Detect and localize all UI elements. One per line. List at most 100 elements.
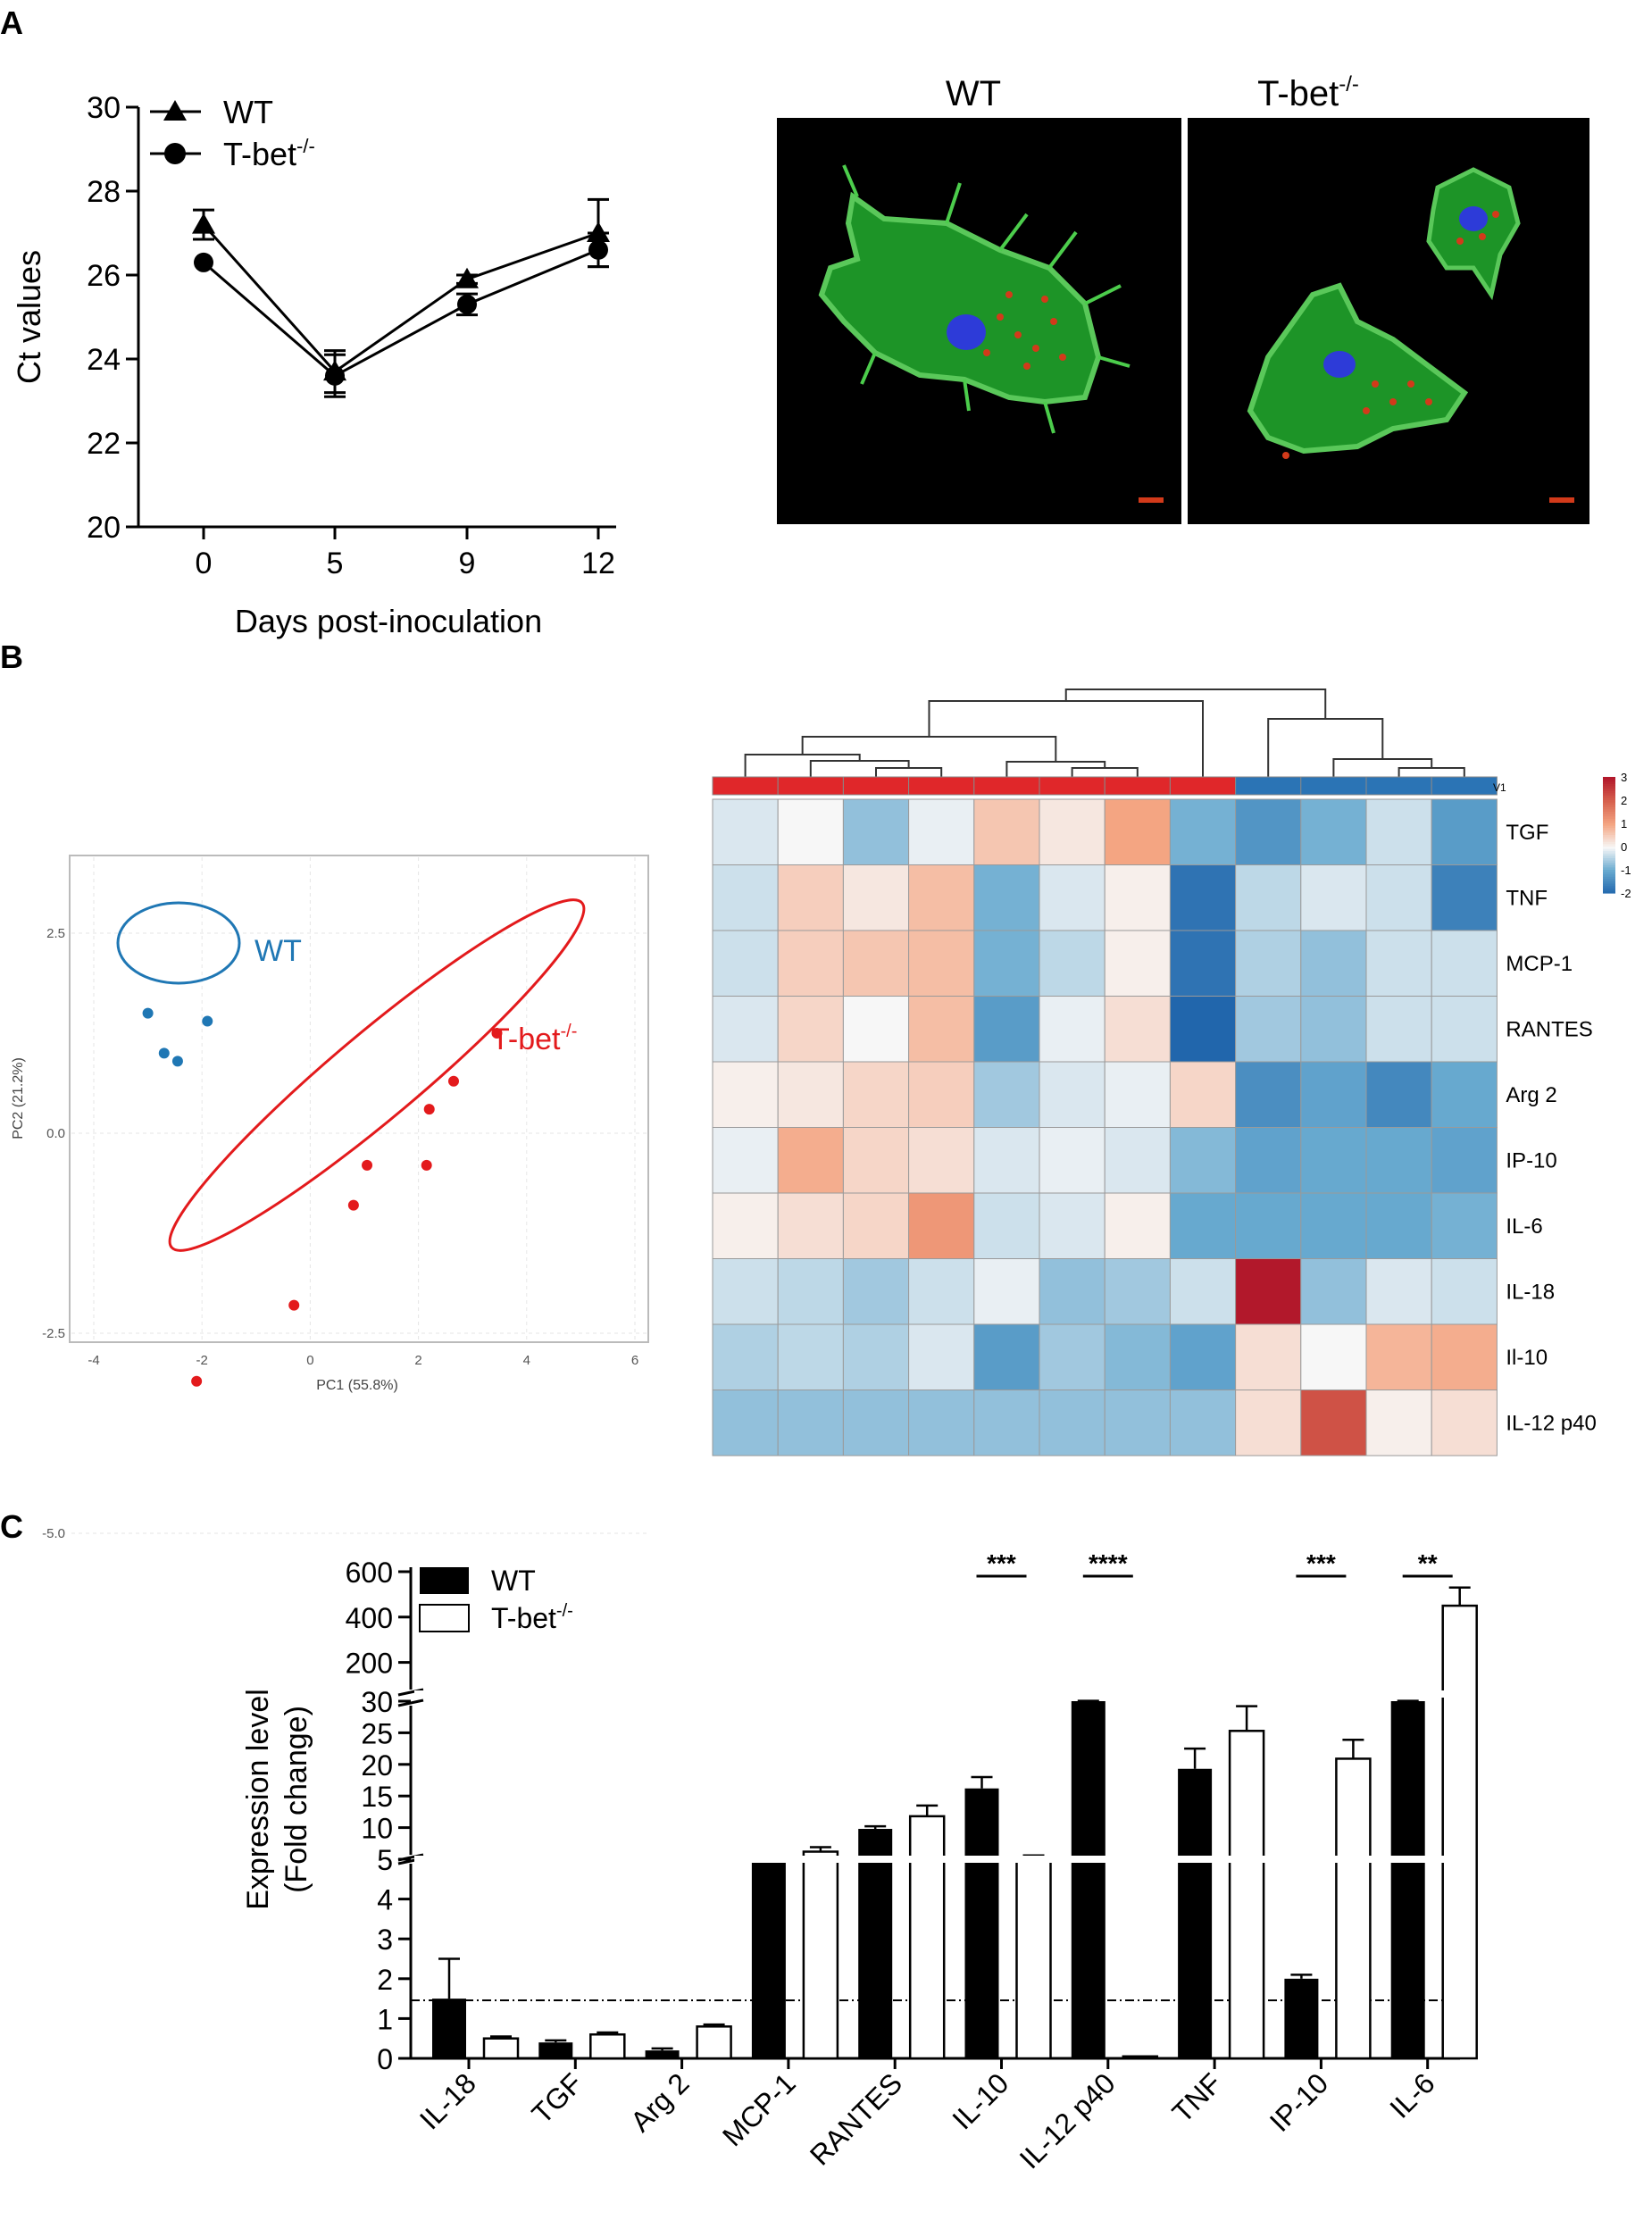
pca-ylabel: PC2 (21.2%) xyxy=(11,1057,26,1139)
heatmap-cell xyxy=(1300,798,1367,865)
bar-axis-break xyxy=(397,1698,424,1707)
pca-xtick-label: -4 xyxy=(88,1353,99,1368)
heatmap-legend-swatch xyxy=(1603,888,1615,891)
heatmap-legend-swatch xyxy=(1603,864,1615,868)
heatmap-cell xyxy=(1365,1323,1432,1390)
heatmap-cell xyxy=(1300,1061,1367,1128)
bar-category-label: IL-18 xyxy=(413,2066,482,2135)
heatmap-cell xyxy=(1300,930,1367,997)
bar-tbet xyxy=(1335,1757,1372,2060)
heatmap-legend-swatch xyxy=(1603,841,1615,845)
heatmap-cell xyxy=(712,1323,779,1390)
bar-category-label: TNF xyxy=(1166,2066,1228,2128)
ct-ytick-label: 26 xyxy=(87,259,121,293)
bar-legend: WT T-bet-/- xyxy=(419,1565,573,1634)
bar-tbet xyxy=(482,2037,520,2060)
micro-wt-title: WT xyxy=(946,74,1001,113)
heatmap-cell xyxy=(1431,798,1498,865)
pca-xtick-label: 4 xyxy=(523,1353,530,1368)
heatmap-cell xyxy=(1169,798,1237,865)
heatmap-cell xyxy=(973,1323,1040,1390)
heatmap-cell xyxy=(712,996,779,1063)
heatmap-legend-swatch xyxy=(1603,830,1615,833)
heatmap: V1 TGF TNF MCP-1 RANTES Arg 2 IP-10 IL-6 IL-18 I… xyxy=(712,689,1631,1456)
heatmap-cell xyxy=(1169,1127,1237,1194)
heatmap-legend-tick: 1 xyxy=(1621,817,1627,830)
heatmap-cell xyxy=(712,1258,779,1325)
dendrogram-branch xyxy=(744,754,861,777)
heatmap-cell xyxy=(777,1323,844,1390)
heatmap-cell xyxy=(777,1061,844,1128)
bar-legend-wt-swatch xyxy=(420,1567,469,1594)
heatmap-cell xyxy=(777,1390,844,1456)
heatmap-cell xyxy=(1169,1258,1237,1325)
heatmap-cell xyxy=(1039,1390,1106,1456)
ct-legend-wt-label: WT xyxy=(223,94,273,130)
micro-wt-filopodia xyxy=(842,164,1131,434)
heatmap-legend-swatch xyxy=(1603,853,1615,856)
heatmap-cell xyxy=(1300,1258,1367,1325)
heatmap-row-label: IL-18 xyxy=(1506,1280,1555,1304)
heatmap-cell xyxy=(842,930,910,997)
heatmap-legend-swatch xyxy=(1603,883,1615,887)
bar-ytick-label: 600 xyxy=(346,1557,393,1589)
micro-tbet-nucleus-large xyxy=(1323,351,1356,378)
panel-letter-a: A xyxy=(0,4,23,41)
heatmap-cell xyxy=(842,996,910,1063)
heatmap-legend-swatch xyxy=(1603,886,1615,889)
heatmap-cell xyxy=(842,1127,910,1194)
heatmap-legend-swatch xyxy=(1603,855,1615,859)
pca-tbet-name: T-bet xyxy=(491,1022,561,1056)
heatmap-legend-swatch xyxy=(1603,797,1615,801)
heatmap-cell xyxy=(712,1127,779,1194)
heatmap-cell xyxy=(908,1390,975,1456)
heatmap-cell xyxy=(1365,1258,1432,1325)
bar-tbet xyxy=(1015,1857,1052,2060)
heatmap-cell xyxy=(1431,1323,1498,1390)
heatmap-legend-swatch xyxy=(1603,800,1615,804)
bar-category-label: Arg 2 xyxy=(624,2066,696,2138)
heatmap-cell xyxy=(973,1258,1040,1325)
heatmap-cell xyxy=(973,1192,1040,1259)
heatmap-legend-swatch xyxy=(1603,783,1615,787)
heatmap-cell xyxy=(1431,864,1498,931)
bar-ytick-label: 400 xyxy=(346,1602,393,1634)
heatmap-cell xyxy=(1365,1192,1432,1259)
micro-wt-nucleus xyxy=(947,314,986,350)
heatmap-cell xyxy=(1169,996,1237,1063)
bar-category-label: IL-6 xyxy=(1383,2066,1440,2124)
heatmap-row-label: RANTES xyxy=(1506,1017,1592,1041)
heatmap-cell xyxy=(908,798,975,865)
heatmap-legend-tick: -1 xyxy=(1621,864,1631,877)
heatmap-cell xyxy=(712,930,779,997)
heatmap-cell xyxy=(1431,996,1498,1063)
heatmap-cell xyxy=(1235,864,1302,931)
heatmap-cell xyxy=(1169,930,1237,997)
bar-wt xyxy=(1178,1768,1213,2058)
heatmap-cell xyxy=(1235,996,1302,1063)
ct-point-tbet xyxy=(457,294,477,314)
heatmap-legend-swatch xyxy=(1603,802,1615,805)
bar-wt xyxy=(858,1829,893,2058)
bar-tbet xyxy=(802,1850,839,2060)
heatmap-legend-swatch xyxy=(1603,858,1615,862)
heatmap-cell xyxy=(908,1061,975,1128)
bar-ylabel2: (Fold change) xyxy=(280,1706,313,1893)
heatmap-legend-swatch xyxy=(1603,890,1615,894)
heatmap-cell xyxy=(1235,1061,1302,1128)
heatmap-cell xyxy=(1431,1192,1498,1259)
ct-point-wt xyxy=(192,213,215,234)
heatmap-cell xyxy=(712,1390,779,1456)
heatmap-cell xyxy=(712,1192,779,1259)
heatmap-cell xyxy=(1169,1061,1237,1128)
heatmap-cell xyxy=(1235,930,1302,997)
heatmap-cell xyxy=(973,1061,1040,1128)
ct-point-tbet xyxy=(325,365,345,386)
heatmap-legend-swatch xyxy=(1603,816,1615,820)
bar-legend-tbet-label: T-bet-/- xyxy=(491,1601,573,1634)
heatmap-cell xyxy=(1104,1127,1171,1194)
heatmap-cell xyxy=(908,1258,975,1325)
heatmap-legend-swatch xyxy=(1603,805,1615,808)
bar-ytick-label: 30 xyxy=(361,1686,393,1718)
bar-ytick-label: 5 xyxy=(377,1844,393,1876)
